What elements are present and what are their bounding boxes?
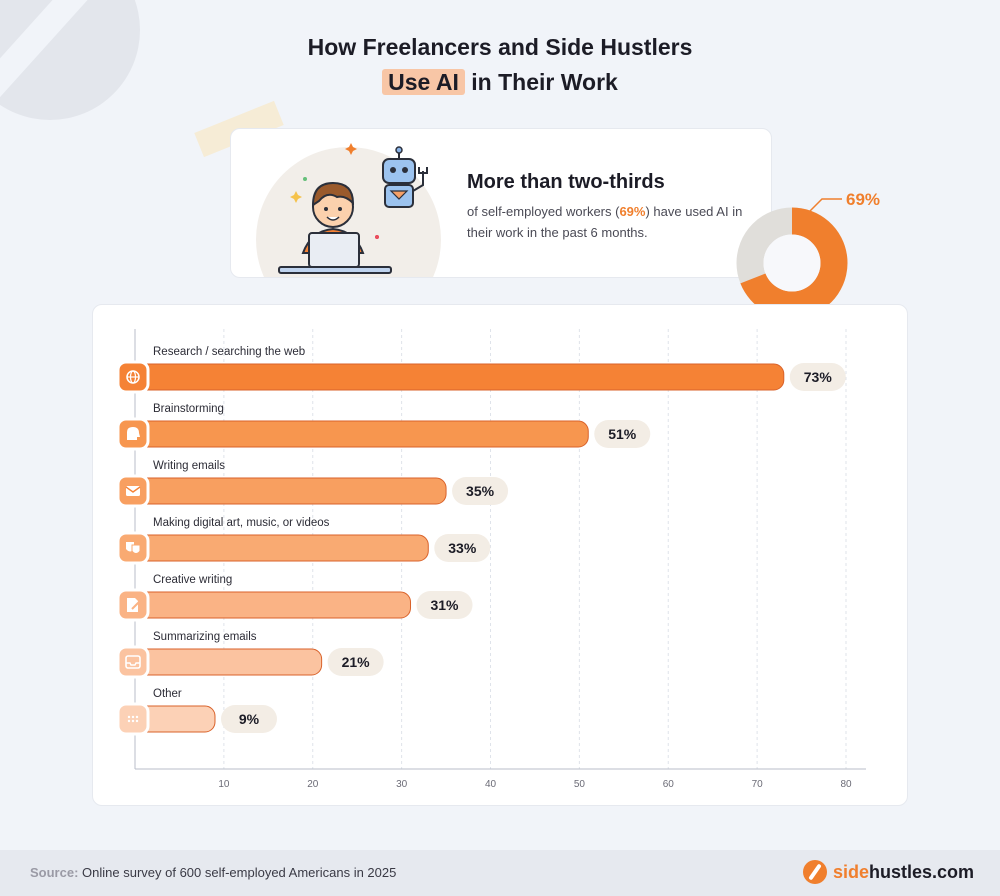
freelancer-robot-illustration bbox=[278, 143, 428, 274]
brand-name-rest: hustles.com bbox=[868, 861, 974, 882]
value-label: 33% bbox=[448, 540, 477, 556]
bar bbox=[134, 534, 429, 562]
brand-logo: side hustles.com bbox=[802, 860, 974, 884]
donut-hole bbox=[763, 234, 821, 292]
category-label: Research / searching the web bbox=[153, 346, 305, 358]
summary-pct: 69% bbox=[619, 204, 646, 219]
x-tick-label: 80 bbox=[840, 779, 852, 790]
footer: Source: Online survey of 600 self-employ… bbox=[0, 850, 1000, 896]
brand-logo-icon bbox=[802, 860, 827, 884]
value-label-pill bbox=[434, 534, 491, 562]
pen-document-icon bbox=[116, 588, 150, 622]
bar bbox=[134, 477, 447, 505]
bar bbox=[134, 648, 323, 676]
title-line-2-rest: in Their Work bbox=[464, 69, 618, 95]
title-line-1: How Freelancers and Side Hustlers bbox=[307, 34, 693, 60]
donut-value-slice bbox=[740, 207, 848, 319]
title-highlight: Use AI bbox=[382, 69, 465, 95]
value-label: 35% bbox=[466, 483, 495, 499]
donut-value-label: 69% bbox=[846, 190, 881, 209]
value-label: 9% bbox=[239, 711, 260, 727]
globe-icon bbox=[116, 360, 150, 394]
x-tick-label: 20 bbox=[307, 779, 319, 790]
value-label-pill bbox=[452, 477, 509, 505]
value-label: 73% bbox=[804, 369, 833, 385]
summary-text-after: ) have used AI in their work in the past… bbox=[467, 204, 743, 240]
value-label-pill bbox=[220, 705, 277, 733]
donut-leader-line bbox=[809, 198, 842, 212]
bar-chart-card: 10 20 30 40 50 60 70 80 Research / searching the… bbox=[92, 304, 908, 806]
inbox-icon bbox=[116, 645, 150, 679]
category-label: Making digital art, music, or videos bbox=[153, 517, 330, 529]
robot-icon bbox=[382, 146, 428, 208]
value-label-pill bbox=[416, 591, 473, 619]
bar bbox=[134, 363, 785, 391]
page-title: How Freelancers and Side Hustlers Use AI… bbox=[0, 30, 1000, 100]
x-tick-label: 50 bbox=[574, 779, 586, 790]
summary-card: More than two-thirds of self-employed wo… bbox=[230, 128, 772, 278]
x-tick-label: 10 bbox=[218, 779, 230, 790]
summary-headline: More than two-thirds bbox=[467, 171, 665, 193]
summary-text: of self-employed workers (69%) have used… bbox=[467, 201, 767, 243]
x-tick-label: 60 bbox=[663, 779, 675, 790]
value-label-pill bbox=[327, 648, 384, 676]
x-tick-label: 40 bbox=[485, 779, 497, 790]
category-label: Other bbox=[153, 688, 182, 700]
value-label: 21% bbox=[342, 654, 371, 670]
source-label: Source: bbox=[30, 865, 79, 880]
theater-masks-icon bbox=[116, 531, 150, 565]
dots-icon bbox=[116, 702, 150, 736]
category-label: Summarizing emails bbox=[153, 631, 257, 643]
source-text: Online survey of 600 self-employed Ameri… bbox=[78, 865, 397, 880]
bar bbox=[134, 591, 412, 619]
source-note: Source: Online survey of 600 self-employ… bbox=[30, 865, 396, 880]
freelancer-icon bbox=[278, 181, 392, 274]
brain-icon bbox=[116, 417, 150, 451]
title-line-2: Use AI in Their Work bbox=[0, 65, 1000, 100]
category-label: Brainstorming bbox=[153, 403, 224, 415]
bar bbox=[134, 420, 589, 448]
value-label-pill bbox=[594, 420, 651, 448]
value-label-pill bbox=[789, 363, 846, 391]
bar-chart: 10 20 30 40 50 60 70 80 Research / searching the… bbox=[116, 329, 866, 790]
x-tick-label: 70 bbox=[752, 779, 764, 790]
value-label: 31% bbox=[430, 597, 459, 613]
envelope-icon bbox=[116, 474, 150, 508]
category-label: Writing emails bbox=[153, 460, 225, 472]
category-label: Creative writing bbox=[153, 574, 232, 586]
donut-chart bbox=[736, 198, 848, 319]
summary-text-before: of self-employed workers ( bbox=[467, 204, 620, 219]
sparkle-icons bbox=[290, 143, 379, 239]
value-label: 51% bbox=[608, 426, 637, 442]
x-tick-label: 30 bbox=[396, 779, 408, 790]
brand-name-accent: side bbox=[832, 861, 869, 882]
